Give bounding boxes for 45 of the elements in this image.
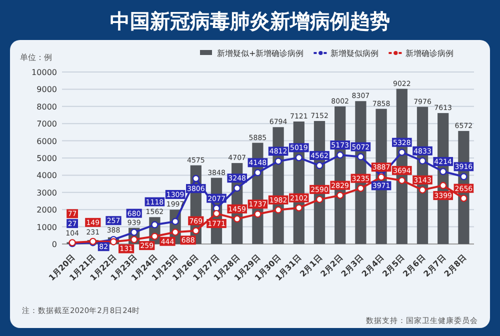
chart-title: 中国新冠病毒肺炎新增病例趋势 — [110, 9, 390, 33]
point — [254, 210, 262, 218]
y-tick-label: 6000 — [36, 136, 57, 146]
y-tick-label: 1000 — [36, 222, 57, 232]
y-axis-title: 单位：例 — [20, 53, 52, 62]
point — [295, 204, 302, 212]
point — [398, 176, 406, 184]
point — [418, 157, 426, 164]
point — [336, 192, 344, 199]
point — [151, 232, 158, 240]
point — [460, 194, 468, 202]
point — [440, 168, 447, 176]
y-tick-label: 2000 — [36, 206, 57, 215]
y-tick-label: 10000 — [32, 68, 57, 77]
point — [316, 162, 324, 170]
point — [254, 169, 262, 176]
legend-label: 新增确诊病例 — [406, 49, 454, 58]
point — [212, 210, 220, 218]
y-tick-label: 0 — [52, 240, 57, 249]
point — [398, 148, 406, 156]
point — [357, 184, 364, 192]
point — [234, 184, 241, 192]
point — [460, 173, 468, 180]
y-tick-label: 7000 — [36, 120, 57, 129]
point — [274, 158, 282, 165]
point — [234, 215, 241, 223]
point — [316, 196, 324, 204]
point — [357, 153, 364, 160]
point — [172, 218, 179, 226]
point — [295, 154, 302, 162]
y-tick-label: 4000 — [36, 171, 57, 180]
legend-label: 新增疑似+新增确诊病例 — [217, 49, 304, 58]
legend-label: 新增疑似病例 — [330, 49, 379, 58]
point — [192, 227, 200, 234]
point — [151, 221, 158, 228]
point — [440, 182, 447, 190]
point — [192, 174, 200, 182]
y-tick-label: 5000 — [36, 154, 57, 163]
point — [418, 186, 426, 194]
point — [172, 228, 179, 236]
y-tick-label: 3000 — [36, 188, 57, 198]
y-tick-label: 9000 — [36, 85, 57, 94]
point — [336, 151, 344, 159]
y-tick-label: 8000 — [36, 102, 57, 112]
point — [274, 206, 282, 214]
